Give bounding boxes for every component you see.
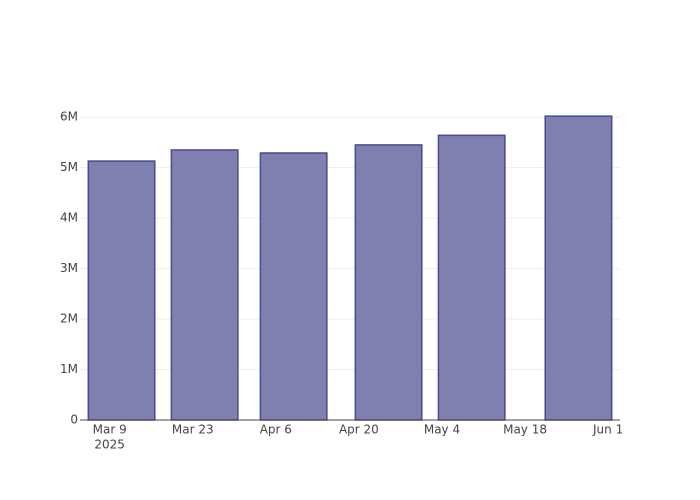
y-tick-label: 6M bbox=[60, 110, 78, 124]
y-tick-label: 3M bbox=[60, 261, 78, 275]
y-tick-label: 1M bbox=[60, 362, 78, 376]
x-tick-label: Mar 9 bbox=[93, 423, 127, 437]
x-year-label: 2025 bbox=[94, 438, 125, 452]
y-tick-label: 2M bbox=[60, 312, 78, 326]
bar bbox=[437, 134, 506, 421]
x-tick-label: May 18 bbox=[503, 423, 547, 437]
y-tick-label: 4M bbox=[60, 211, 78, 225]
x-tick-label: Apr 6 bbox=[260, 423, 292, 437]
y-tick-label: 5M bbox=[60, 160, 78, 174]
x-tick-label: Jun 1 bbox=[592, 423, 623, 437]
x-tick-label: Apr 20 bbox=[339, 423, 379, 437]
x-tick-label: Mar 23 bbox=[172, 423, 214, 437]
bar bbox=[87, 160, 156, 421]
bar bbox=[259, 152, 328, 421]
y-tick-label: 0 bbox=[70, 413, 78, 427]
x-tick-label: May 4 bbox=[424, 423, 460, 437]
bar bbox=[354, 144, 423, 421]
bar bbox=[170, 149, 239, 421]
bar bbox=[544, 115, 613, 421]
